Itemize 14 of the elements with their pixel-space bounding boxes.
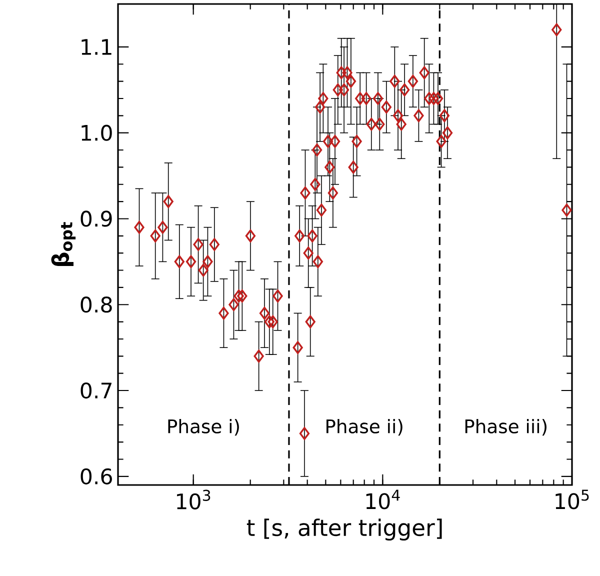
y-tick-label: 1.1	[82, 39, 112, 55]
y-tick-label: 0.7	[80, 382, 112, 399]
x-axis-title: t [s, after trigger]	[246, 518, 442, 541]
y-tick-label: 1.0	[82, 124, 112, 141]
x-tick-label: 10$^{5}$	[556, 490, 589, 510]
y-axis-title: β$_{opt}$	[51, 222, 76, 266]
annotation: Phase i)	[168, 418, 239, 436]
y-tick-label: 0.8	[80, 296, 112, 313]
annotation: Phase ii)	[326, 418, 402, 436]
y-tick-label: 0.9	[80, 210, 112, 227]
annotation: Phase iii)	[465, 418, 546, 436]
x-tick-label: 10$^{4}$	[366, 490, 400, 510]
y-tick-label: 0.6	[80, 468, 112, 484]
x-tick-label: 10$^{3}$	[177, 490, 210, 510]
